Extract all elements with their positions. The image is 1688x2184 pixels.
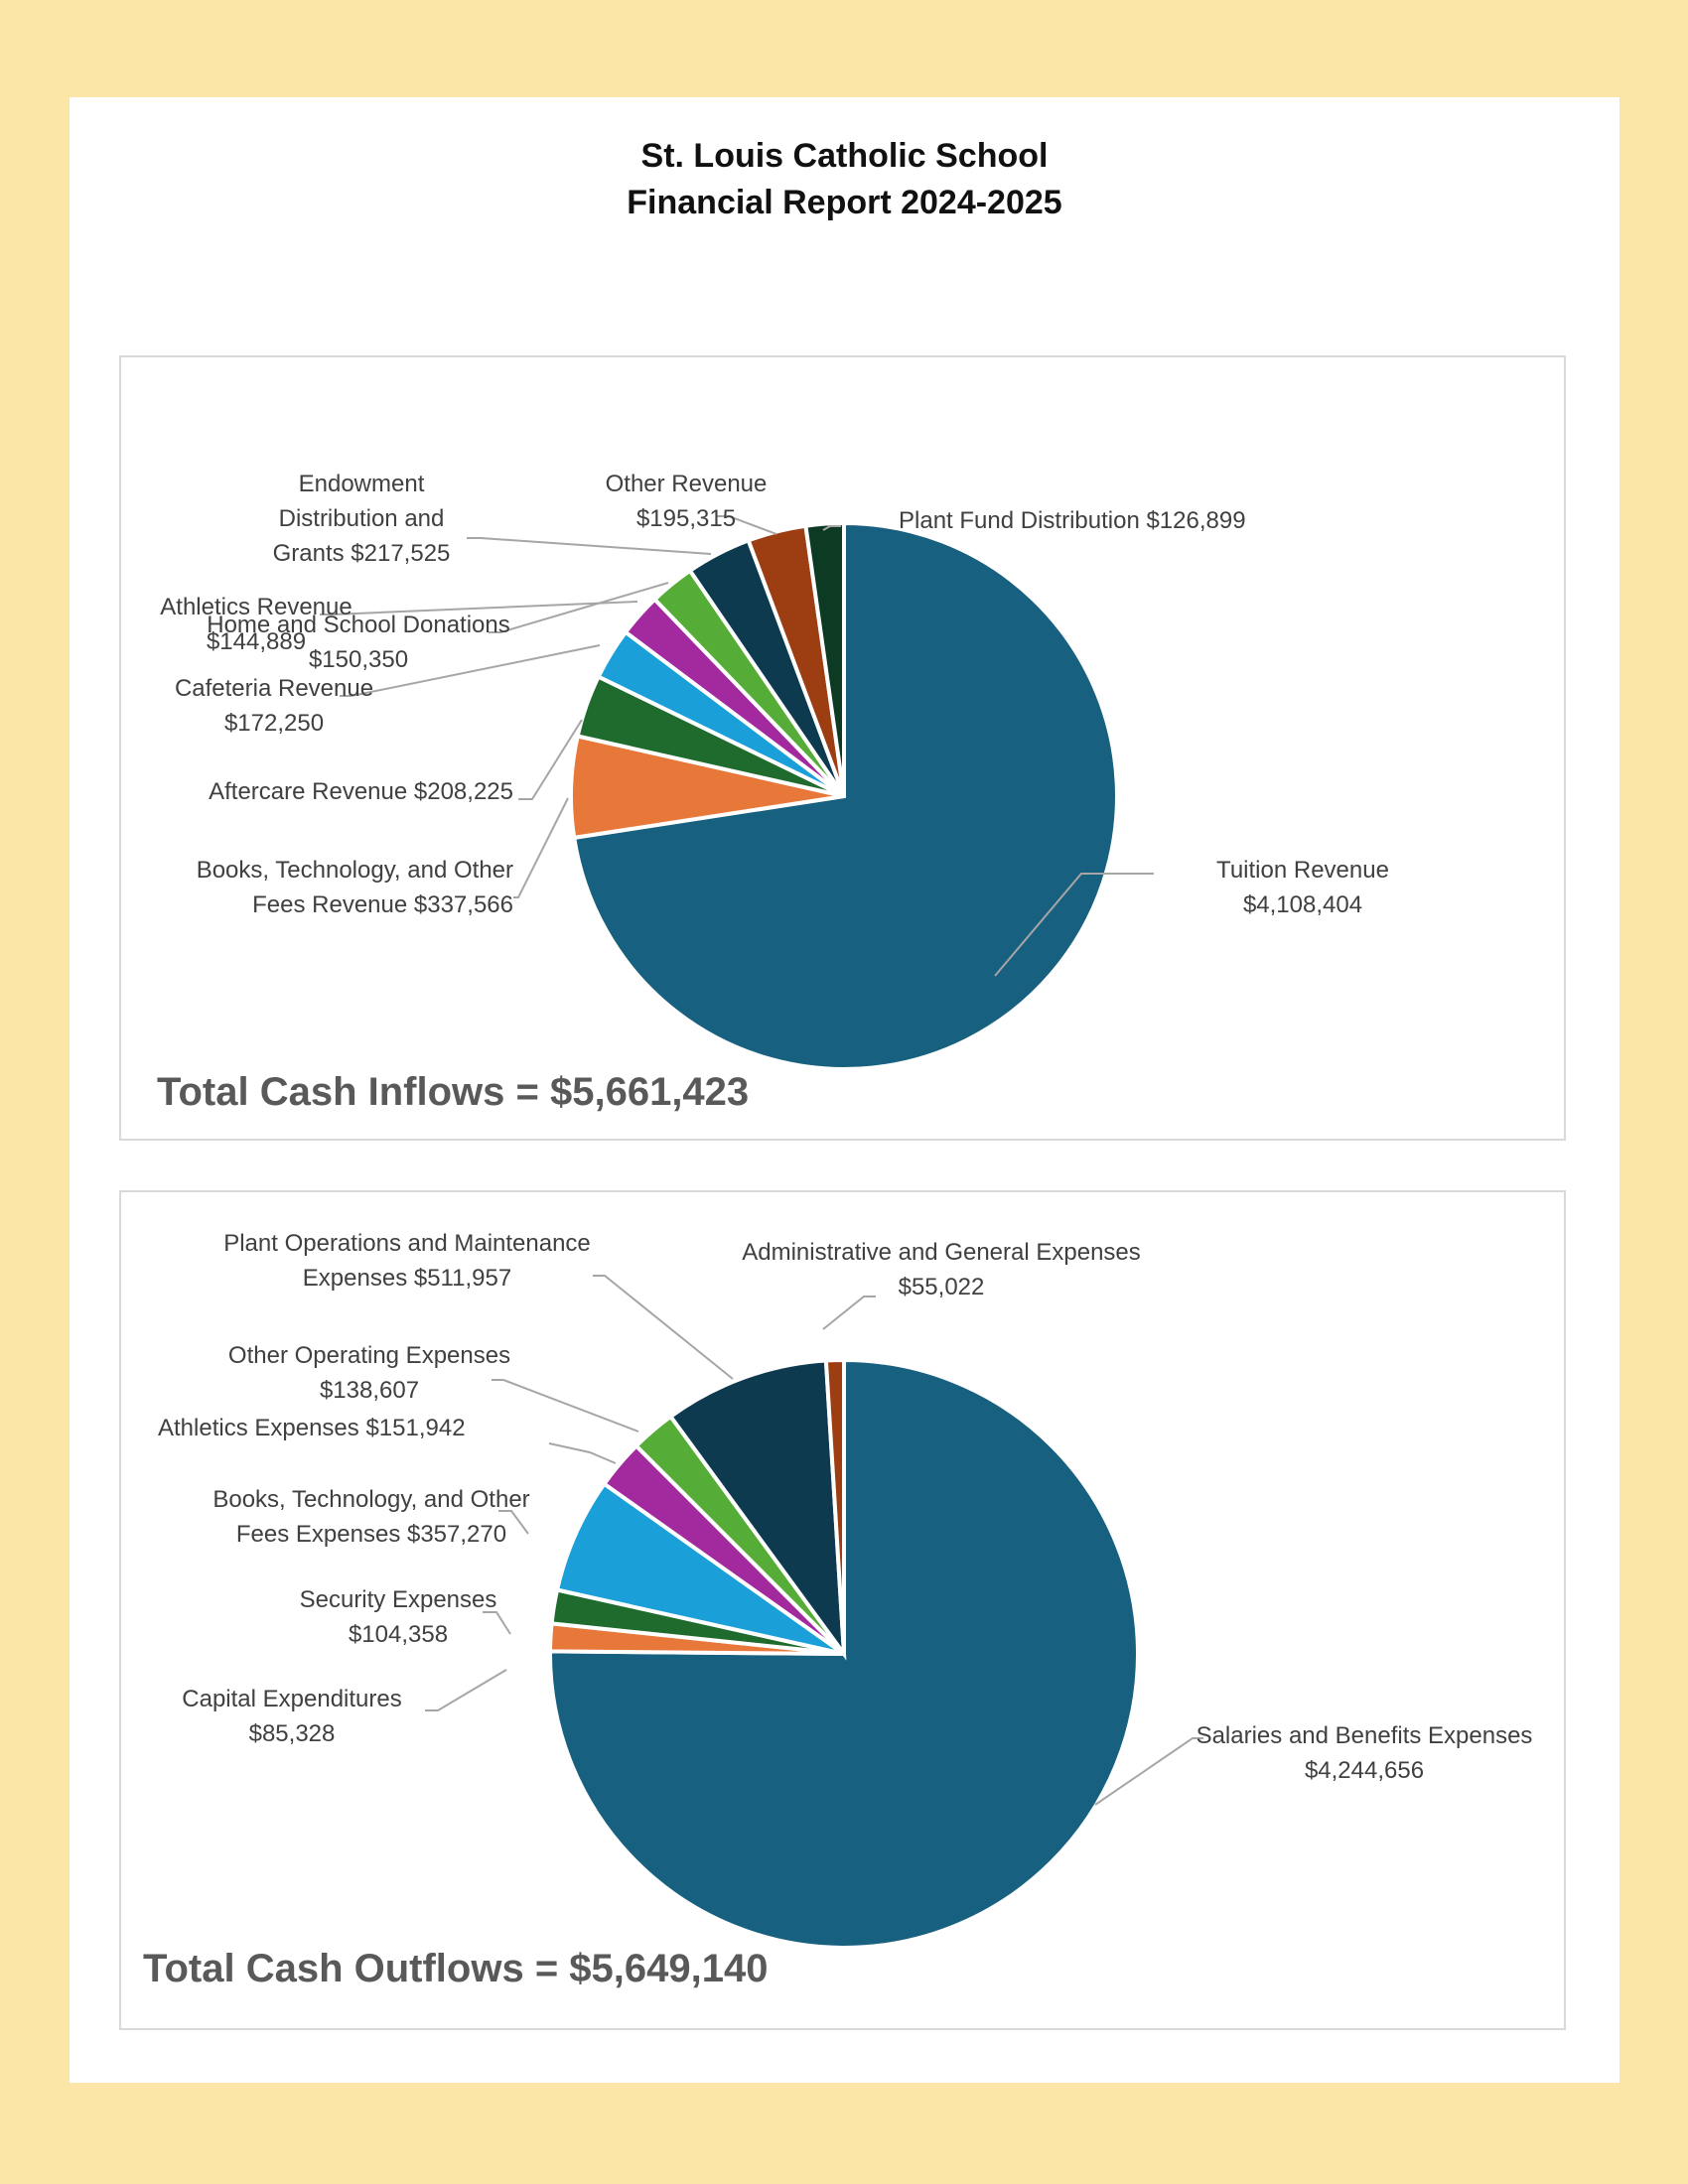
data-label-plant-operations-and-maintenance-expenses: Plant Operations and Maintenance Expenses… bbox=[223, 1230, 591, 1292]
data-label-line: Security Expenses bbox=[300, 1586, 497, 1613]
data-label-line: Grants $217,525 bbox=[273, 540, 451, 567]
cash-outflows-panel: Salaries and Benefits Expenses $4,244,656… bbox=[119, 1190, 1566, 2030]
data-label-line: Tuition Revenue bbox=[1216, 857, 1389, 884]
pie-slices bbox=[547, 1357, 1140, 1950]
data-label-plant-fund-distribution: Plant Fund Distribution $126,899 bbox=[899, 507, 1246, 534]
leader-line-tuition-revenue bbox=[994, 873, 1154, 977]
leader-line-aftercare-revenue bbox=[518, 719, 583, 800]
data-label-line: Home and School Donations bbox=[207, 612, 510, 638]
data-label-line: Distribution and bbox=[279, 505, 445, 532]
data-label-line: Salaries and Benefits Expenses bbox=[1196, 1722, 1533, 1749]
data-label-other-operating-expenses: Other Operating Expenses $138,607 bbox=[228, 1342, 510, 1404]
leader-lines bbox=[425, 1275, 1203, 1806]
leader-line-athletics-revenue bbox=[320, 601, 638, 615]
data-label-books-technology-and-other-fees-revenue: Books, Technology, and Other Fees Revenue… bbox=[197, 857, 513, 918]
leader-line-capital-expenditures bbox=[425, 1669, 507, 1711]
data-label-other-revenue: Other Revenue $195,315 bbox=[606, 471, 768, 532]
data-label-line: $85,328 bbox=[249, 1720, 336, 1747]
report-title-line1: St. Louis Catholic School bbox=[640, 137, 1049, 175]
data-label-endowment-distribution-and-grants: Endowment Distribution and Grants $217,525 bbox=[273, 471, 451, 567]
data-label-line: $4,244,656 bbox=[1305, 1757, 1424, 1784]
data-label-athletics-revenue: Athletics Revenue $144,889 bbox=[160, 594, 352, 655]
pie-slice-books-technology-and-other-fees-expenses bbox=[554, 1480, 846, 1656]
leader-line-cafeteria-revenue bbox=[340, 644, 601, 697]
leader-line-books-technology-and-other-fees-revenue bbox=[513, 797, 569, 898]
pie-slice-plant-fund-distribution bbox=[803, 520, 846, 797]
data-label-line: Aftercare Revenue $208,225 bbox=[209, 778, 513, 805]
data-label-line: Plant Fund Distribution $126,899 bbox=[899, 507, 1246, 534]
total-cash-inflows: Total Cash Inflows = $5,661,423 bbox=[157, 1070, 750, 1114]
leader-line-other-operating-expenses bbox=[492, 1379, 639, 1433]
data-label-aftercare-revenue: Aftercare Revenue $208,225 bbox=[209, 778, 513, 805]
pie-slices bbox=[569, 520, 1119, 1071]
data-label-line: Books, Technology, and Other bbox=[212, 1486, 529, 1513]
data-label-salaries-and-benefits-expenses: Salaries and Benefits Expenses $4,244,656 bbox=[1196, 1722, 1533, 1784]
leader-lines bbox=[320, 515, 1154, 977]
data-label-line: Fees Expenses $357,270 bbox=[236, 1521, 506, 1548]
data-label-line: $150,350 bbox=[309, 646, 408, 673]
leader-line-plant-operations-and-maintenance-expenses bbox=[593, 1275, 734, 1380]
data-label-line: Books, Technology, and Other bbox=[197, 857, 513, 884]
data-label-line: $144,889 bbox=[207, 628, 306, 655]
data-label-home-and-school-donations: Home and School Donations $150,350 bbox=[207, 612, 510, 673]
data-label-line: $195,315 bbox=[636, 505, 736, 532]
cash-inflows-pie-chart: Tuition Revenue $4,108,404 Books, Technolo… bbox=[160, 471, 1389, 1071]
leader-line-home-and-school-donations bbox=[489, 582, 669, 633]
leader-line-athletics-expenses bbox=[548, 1442, 617, 1464]
cash-outflows-pie-chart: Salaries and Benefits Expenses $4,244,656… bbox=[158, 1230, 1532, 1950]
leader-line-other-revenue bbox=[717, 515, 777, 535]
data-label-line: Other Operating Expenses bbox=[228, 1342, 510, 1369]
data-label-line: $138,607 bbox=[320, 1377, 419, 1404]
data-label-line: $4,108,404 bbox=[1243, 891, 1362, 918]
data-label-cafeteria-revenue: Cafeteria Revenue $172,250 bbox=[175, 675, 373, 737]
leader-line-salaries-and-benefits-expenses bbox=[1094, 1737, 1203, 1806]
data-label-line: Capital Expenditures bbox=[182, 1686, 401, 1712]
data-label-line: Fees Revenue $337,566 bbox=[252, 891, 513, 918]
pie-slice-administrative-and-general-expenses bbox=[823, 1357, 846, 1655]
data-label-books-technology-and-other-fees-expenses: Books, Technology, and Other Fees Expense… bbox=[212, 1486, 529, 1548]
data-label-athletics-expenses: Athletics Expenses $151,942 bbox=[158, 1415, 466, 1441]
data-label-line: $172,250 bbox=[224, 710, 324, 737]
data-label-line: Expenses $511,957 bbox=[303, 1265, 511, 1292]
leader-line-administrative-and-general-expenses bbox=[822, 1296, 876, 1330]
pie-slice-salaries-and-benefits-expenses bbox=[548, 1357, 1140, 1950]
pie-slice-plant-operations-and-maintenance-expenses bbox=[667, 1358, 847, 1661]
data-label-line: Plant Operations and Maintenance bbox=[223, 1230, 591, 1257]
data-label-line: Endowment bbox=[299, 471, 425, 497]
data-label-security-expenses: Security Expenses $104,358 bbox=[300, 1586, 497, 1648]
data-label-line: $104,358 bbox=[349, 1621, 448, 1648]
leader-line-books-technology-and-other-fees-expenses bbox=[498, 1510, 529, 1535]
data-labels: Tuition Revenue $4,108,404 Books, Technolo… bbox=[160, 471, 1389, 918]
leader-line-endowment-distribution-and-grants bbox=[467, 537, 712, 555]
data-label-line: Other Revenue bbox=[606, 471, 768, 497]
leader-line-plant-fund-distribution bbox=[822, 525, 841, 531]
total-cash-outflows: Total Cash Outflows = $5,649,140 bbox=[143, 1947, 769, 1990]
report-sheet: St. Louis Catholic School Financial Repo… bbox=[70, 97, 1619, 2083]
data-label-line: $55,022 bbox=[899, 1274, 985, 1300]
data-label-line: Administrative and General Expenses bbox=[742, 1239, 1141, 1266]
report-title: St. Louis Catholic School Financial Repo… bbox=[70, 133, 1619, 226]
cash-inflows-panel: Tuition Revenue $4,108,404 Books, Technolo… bbox=[119, 355, 1566, 1141]
data-label-administrative-and-general-expenses: Administrative and General Expenses $55,0… bbox=[742, 1239, 1141, 1300]
data-label-tuition-revenue: Tuition Revenue $4,108,404 bbox=[1216, 857, 1389, 918]
data-label-capital-expenditures: Capital Expenditures $85,328 bbox=[182, 1686, 401, 1747]
data-labels: Salaries and Benefits Expenses $4,244,656… bbox=[158, 1230, 1532, 1784]
data-label-line: Cafeteria Revenue bbox=[175, 675, 373, 702]
data-label-line: Athletics Revenue bbox=[160, 594, 352, 620]
report-title-line2: Financial Report 2024-2025 bbox=[627, 184, 1062, 221]
leader-line-security-expenses bbox=[483, 1611, 511, 1635]
data-label-line: Athletics Expenses $151,942 bbox=[158, 1415, 466, 1441]
